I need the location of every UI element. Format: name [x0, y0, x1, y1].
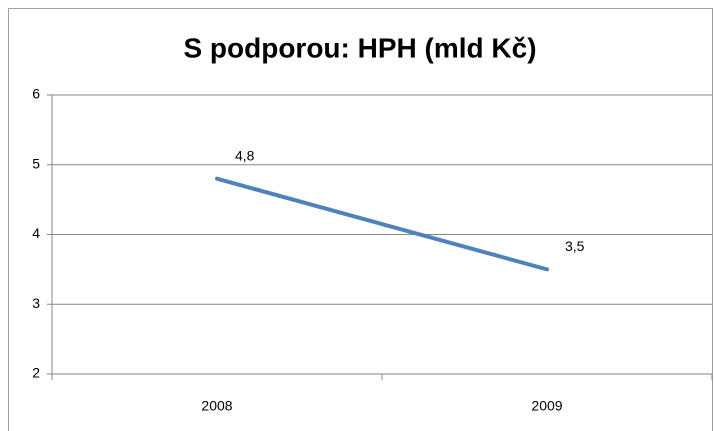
- y-tick-label: 4: [32, 225, 40, 241]
- y-tick-label: 3: [32, 295, 40, 311]
- chart-title: S podporou: HPH (mld Kč): [183, 32, 536, 63]
- data-label: 3,5: [565, 238, 585, 254]
- x-tick-label: 2008: [201, 398, 232, 414]
- x-tick-label: 2009: [531, 398, 562, 414]
- series-line: [215, 176, 549, 272]
- y-tick-label: 2: [32, 365, 40, 381]
- data-label: 4,8: [235, 147, 255, 163]
- y-tick-label: 5: [32, 155, 40, 171]
- y-tick-label: 6: [32, 86, 40, 102]
